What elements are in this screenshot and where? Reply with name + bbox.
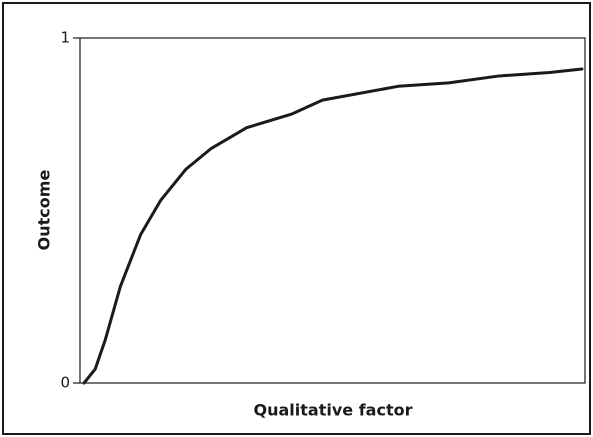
plot-area [79, 37, 586, 384]
y-axis-label: Outcome [35, 170, 54, 251]
line [82, 67, 584, 385]
x-axis-label: Qualitative factor [254, 401, 413, 420]
y-tick-label: 0 [60, 374, 70, 392]
y-tick-label: 1 [60, 29, 70, 47]
